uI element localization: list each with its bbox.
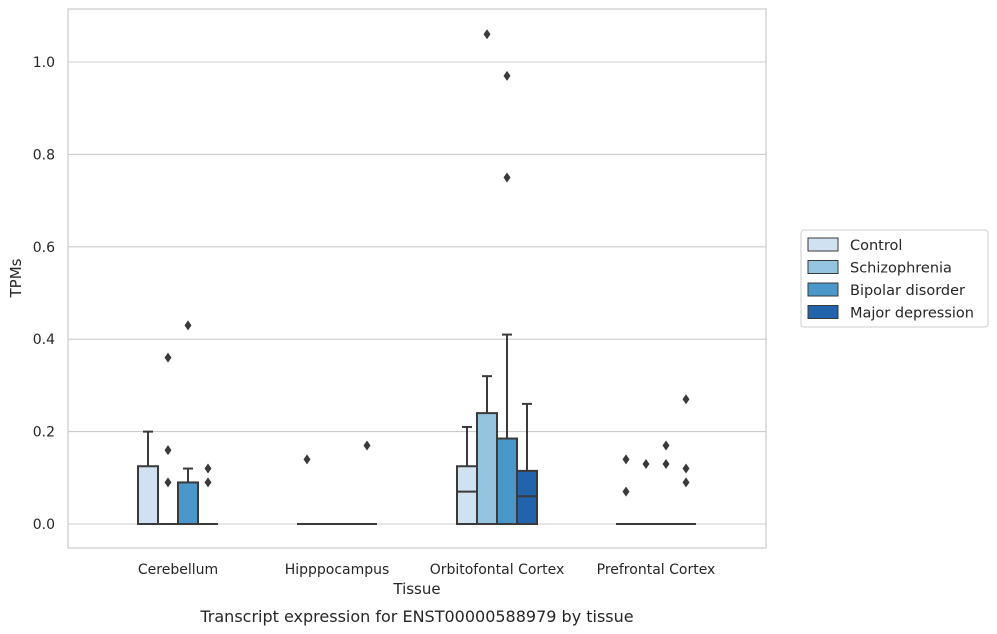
plot-frame xyxy=(67,8,767,549)
box-schizophrenia xyxy=(636,458,656,525)
outlier-point xyxy=(483,29,491,40)
outlier-point xyxy=(682,477,690,488)
legend-label: Control xyxy=(850,238,902,254)
x-tick-label: Orbitofontal Cortex xyxy=(430,562,565,578)
box-body xyxy=(177,481,199,526)
y-tick-labels: 0.0 0.2 0.4 0.6 0.8 1.0 xyxy=(33,55,55,533)
x-tick-label: Prefrontal Cortex xyxy=(597,562,716,578)
x-axis-title: Tissue xyxy=(392,580,440,598)
outlier-point xyxy=(662,458,670,469)
outlier-point xyxy=(204,463,212,474)
legend-label: Schizophrenia xyxy=(850,261,952,277)
y-tick-label: 0.4 xyxy=(33,332,55,348)
box-groups xyxy=(137,29,696,526)
legend-swatch xyxy=(807,282,839,297)
outlier-point xyxy=(164,477,172,488)
legend-swatch xyxy=(807,260,839,274)
outlier-point xyxy=(184,320,192,331)
box-schizophrenia xyxy=(476,29,498,525)
x-tick-label: Cerebellum xyxy=(138,562,218,578)
y-tick-label: 1.0 xyxy=(33,55,55,71)
gridlines xyxy=(68,61,766,525)
box-bipolar-disorder xyxy=(496,70,518,525)
outlier-point xyxy=(503,172,511,183)
outlier-point xyxy=(204,477,212,488)
legend-label: Bipolar disorder xyxy=(850,283,965,299)
y-axis-title: TPMs xyxy=(7,258,25,298)
box-control xyxy=(456,425,478,525)
outlier-point xyxy=(503,70,511,81)
y-tick-label: 0.6 xyxy=(33,240,55,256)
outlier-point xyxy=(303,454,311,465)
y-tick-label: 0.8 xyxy=(33,147,55,163)
legend-swatch xyxy=(807,237,839,252)
outlier-point xyxy=(642,458,650,469)
x-tick-labels: Cerebellum Hipppocampus Orbitofontal Corte… xyxy=(138,562,715,578)
chart-caption: Transcript expression for ENST0000058897… xyxy=(199,607,633,626)
x-tick-label: Hipppocampus xyxy=(285,562,390,578)
outlier-point xyxy=(363,440,371,451)
box-control xyxy=(137,430,159,525)
outlier-point xyxy=(622,486,630,497)
box-bipolar-disorder xyxy=(177,320,199,526)
outlier-point xyxy=(682,394,690,405)
box-major-depression xyxy=(198,463,218,525)
box-schizophrenia xyxy=(158,352,178,525)
outlier-point xyxy=(164,352,172,363)
box-major-depression xyxy=(357,440,377,525)
box-body xyxy=(476,412,498,525)
legend-label: Major depression xyxy=(850,306,974,322)
box-body xyxy=(456,465,478,525)
box-major-depression xyxy=(676,394,696,525)
legend-swatch xyxy=(807,305,839,319)
box-body xyxy=(516,469,538,525)
box-body xyxy=(496,437,518,525)
box-control xyxy=(297,454,317,525)
outlier-point xyxy=(622,454,630,465)
outlier-point xyxy=(682,463,690,474)
box-bipolar-disorder xyxy=(656,440,676,525)
legend: Control Schizophrenia Bipolar disorder Majo… xyxy=(800,229,989,328)
outlier-point xyxy=(662,440,670,451)
box-body xyxy=(137,465,159,525)
outlier-point xyxy=(164,445,172,456)
legend-frame xyxy=(800,229,989,328)
y-tick-label: 0.0 xyxy=(33,517,55,533)
box-major-depression xyxy=(516,402,538,525)
y-tick-label: 0.2 xyxy=(33,425,55,441)
box-control xyxy=(616,454,636,525)
